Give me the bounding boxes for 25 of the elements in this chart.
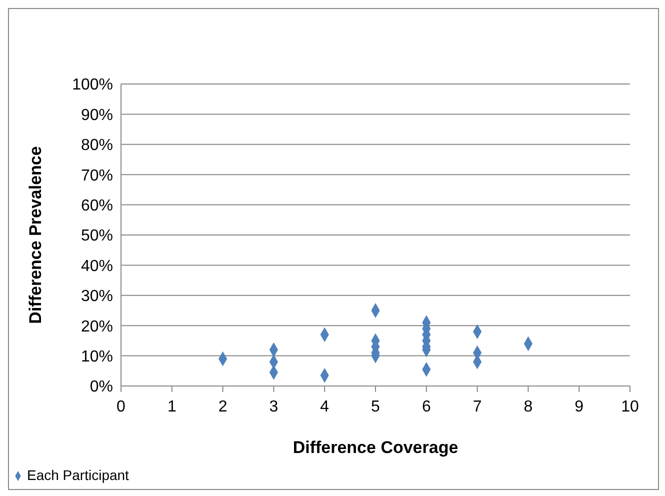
y-tick-label: 50% — [80, 228, 113, 245]
y-tick-label: 90% — [80, 106, 113, 124]
y-axis-title: Difference Prevalence — [26, 146, 46, 324]
x-tick-label: 2 — [218, 398, 228, 416]
y-tick-label: 70% — [80, 167, 113, 184]
y-tick-label: 80% — [80, 137, 113, 154]
y-tick-label: 0% — [90, 378, 113, 396]
x-axis-title: Difference Coverage — [292, 438, 458, 457]
x-tick-label: 0 — [116, 398, 126, 416]
y-tick-label: 100% — [72, 76, 113, 94]
x-tick-label: 1 — [167, 398, 176, 416]
x-tick-label: 7 — [472, 398, 482, 416]
y-tick-label: 30% — [80, 288, 113, 306]
x-tick-label: 8 — [524, 398, 533, 416]
x-tick-label: 6 — [422, 398, 431, 416]
y-tick-label: 20% — [80, 318, 113, 336]
x-tick-label: 3 — [269, 398, 278, 416]
y-tick-label: 10% — [80, 348, 113, 366]
x-tick-label: 4 — [320, 398, 330, 416]
legend-label: Each Participant — [27, 467, 129, 483]
x-tick-label: 10 — [621, 398, 639, 416]
x-tick-label: 9 — [574, 398, 584, 416]
y-tick-label: 40% — [80, 258, 113, 275]
y-tick-label: 60% — [80, 197, 113, 214]
x-tick-label: 5 — [371, 398, 380, 416]
